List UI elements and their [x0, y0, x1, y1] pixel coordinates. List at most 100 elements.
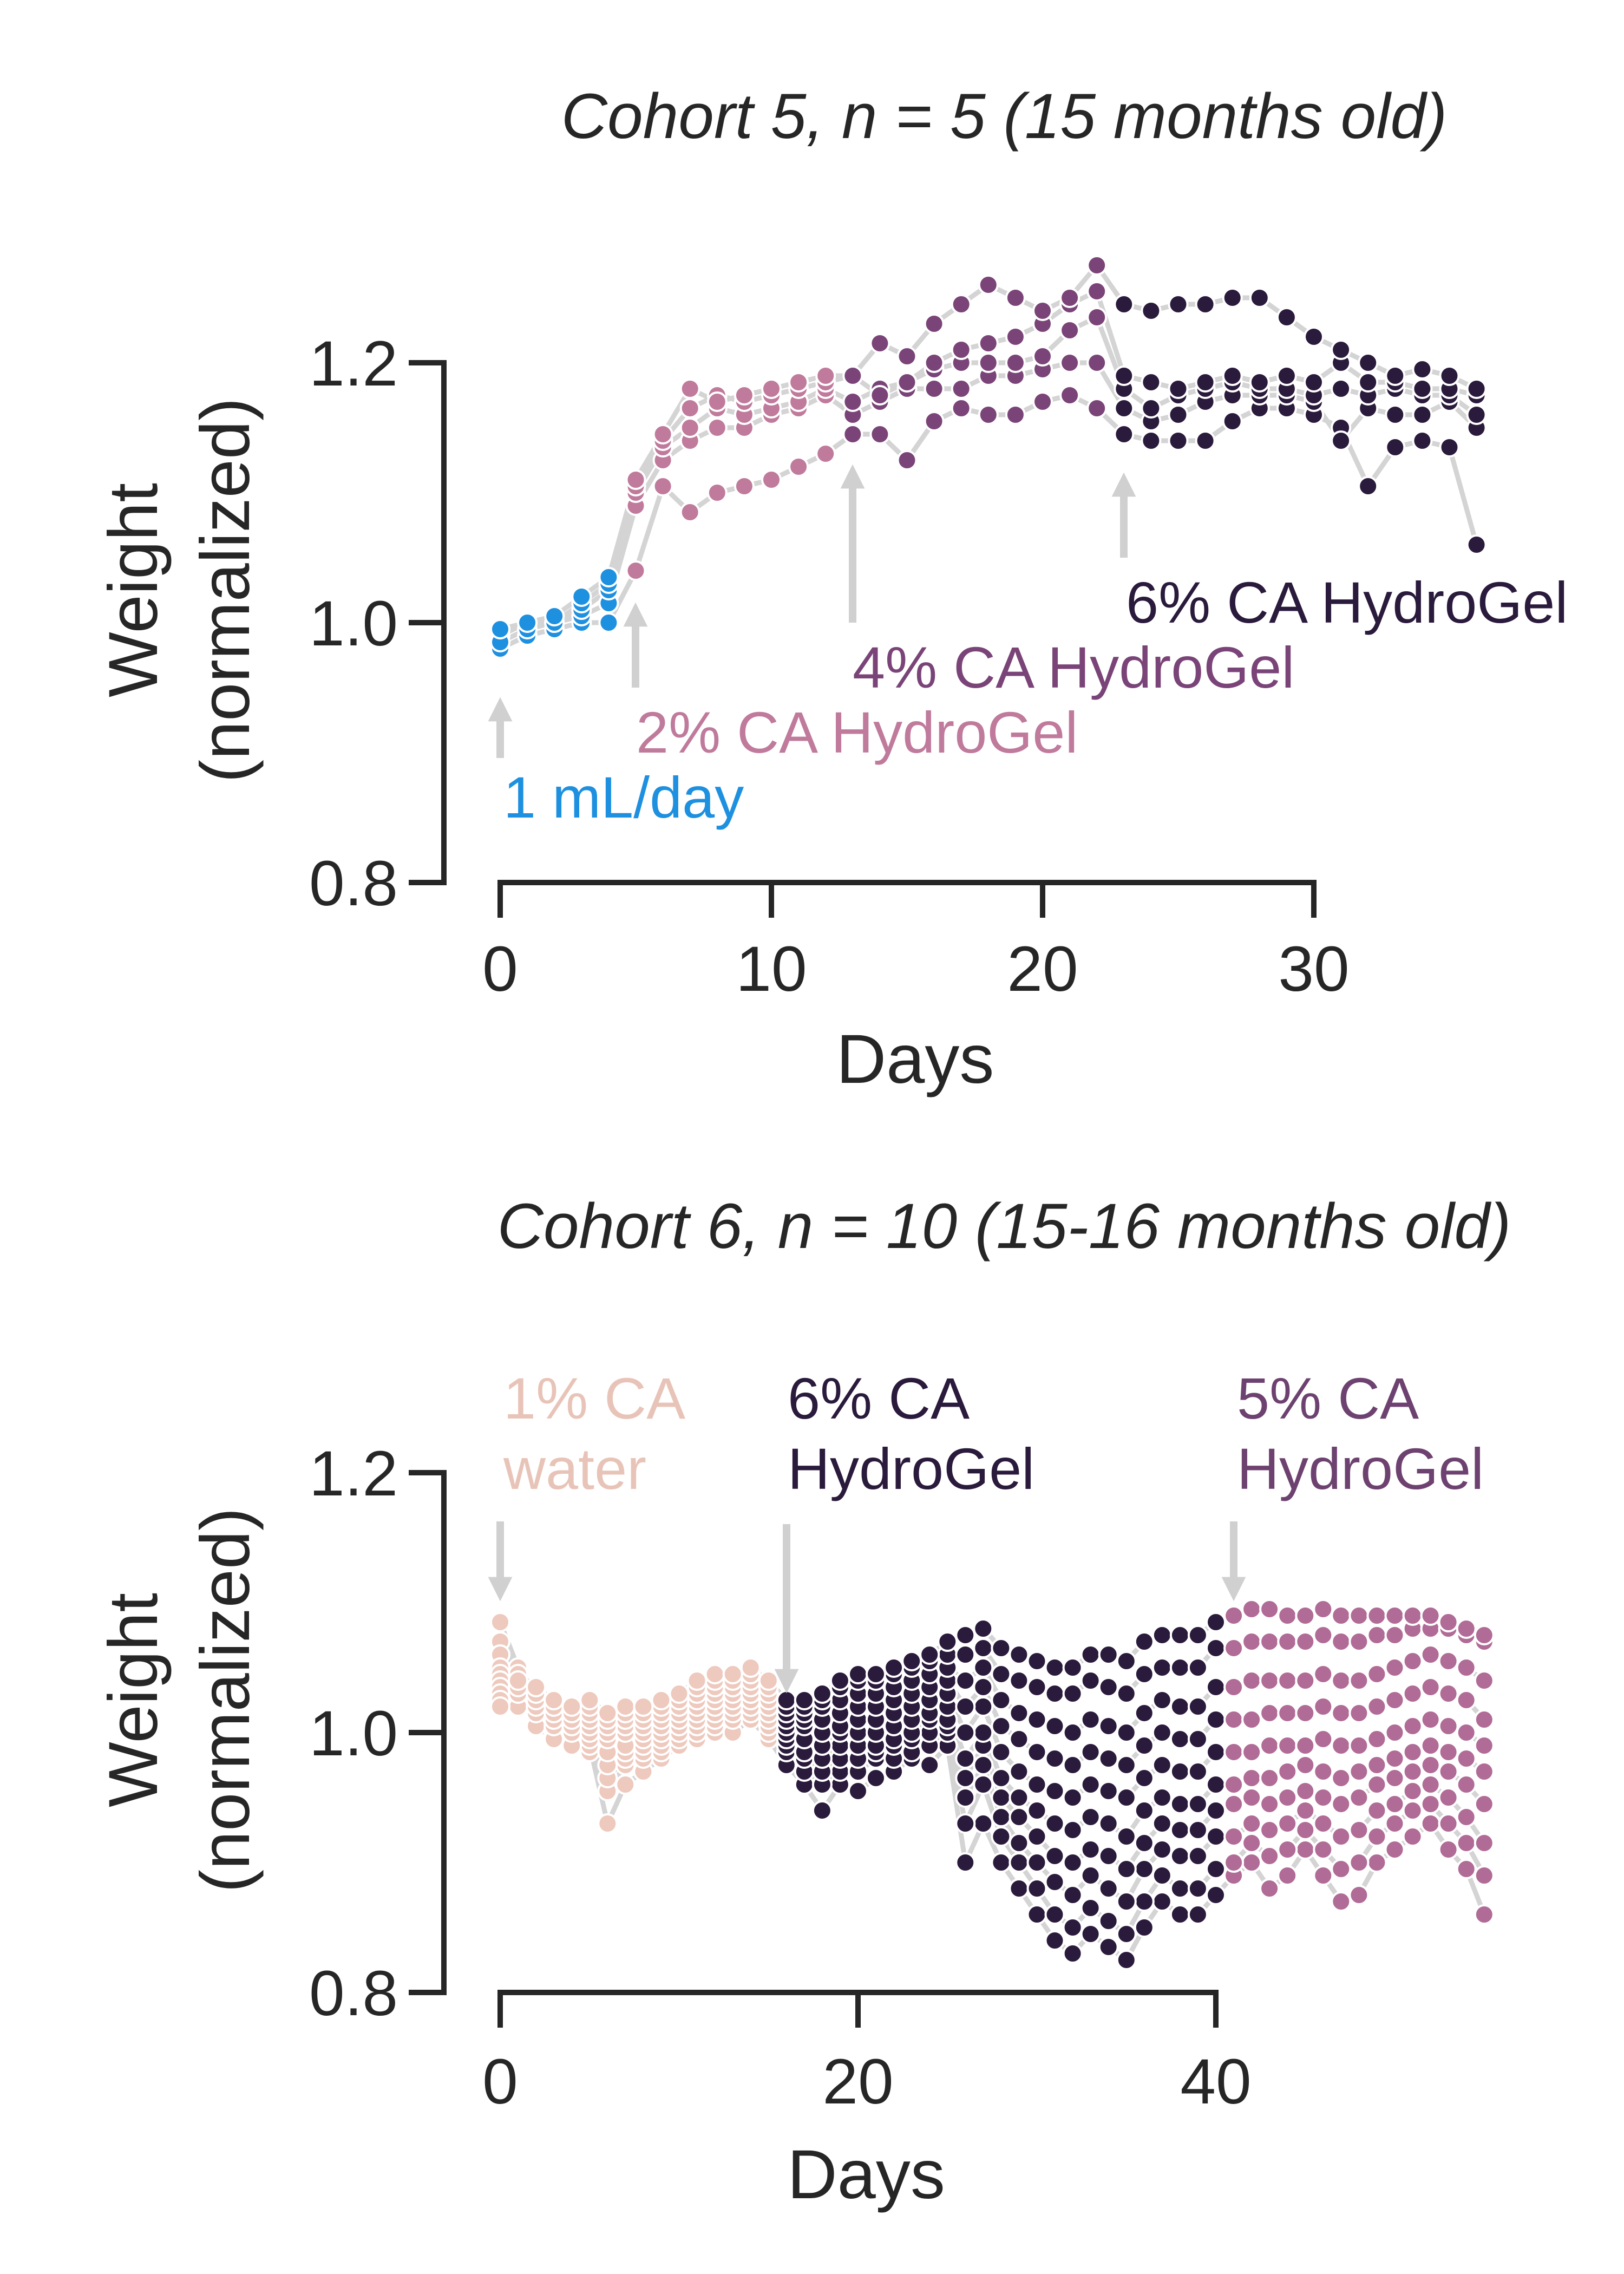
data-point	[1259, 1599, 1280, 1619]
data-point	[978, 333, 999, 354]
data-point	[973, 1638, 994, 1658]
data-point	[1206, 1638, 1226, 1658]
data-point	[1277, 1787, 1298, 1808]
data-point	[1223, 1605, 1245, 1626]
data-point	[1195, 294, 1216, 315]
data-point	[1277, 1605, 1298, 1626]
data-point	[1295, 1703, 1316, 1723]
data-point	[1474, 1833, 1495, 1853]
data-point	[1187, 1729, 1208, 1749]
data-point	[955, 1670, 976, 1691]
data-point	[1151, 1625, 1173, 1645]
data-point	[1402, 1781, 1423, 1801]
data-point	[1384, 1690, 1405, 1710]
y-tick-label: 0.8	[309, 1958, 398, 2029]
data-point	[973, 1696, 994, 1717]
data-point	[1277, 1813, 1298, 1834]
data-point	[991, 1768, 1012, 1788]
data-point	[1206, 1826, 1226, 1847]
data-point	[1098, 1813, 1119, 1834]
data-point	[1295, 1605, 1316, 1626]
data-point	[866, 1664, 886, 1684]
data-point	[1151, 1813, 1173, 1834]
data-point	[1385, 365, 1406, 386]
data-point	[1169, 1820, 1190, 1840]
data-point	[1241, 1768, 1262, 1788]
data-point	[1151, 1755, 1173, 1775]
data-point	[1412, 430, 1433, 451]
data-point	[1402, 1716, 1423, 1736]
data-point	[991, 1787, 1012, 1808]
data-point	[1044, 1846, 1065, 1866]
data-point	[1313, 1696, 1334, 1717]
data-point	[1134, 1891, 1155, 1912]
data-point	[978, 275, 999, 295]
y-tick-label: 1.0	[309, 588, 398, 659]
data-point	[1241, 1709, 1262, 1730]
data-point	[571, 586, 592, 607]
data-point	[652, 476, 673, 496]
data-point	[1080, 1924, 1101, 1944]
data-point	[973, 1677, 994, 1697]
data-point	[1366, 1605, 1387, 1626]
data-point	[1420, 1794, 1441, 1814]
data-point	[1295, 1800, 1316, 1821]
data-point	[1402, 1651, 1423, 1671]
data-point	[1412, 404, 1433, 425]
data-point	[1313, 1729, 1334, 1749]
data-point	[1466, 404, 1487, 425]
data-point	[955, 1748, 976, 1769]
data-point	[1223, 1794, 1245, 1814]
data-point	[686, 1670, 708, 1691]
data-point	[1026, 1800, 1047, 1821]
data-point	[842, 391, 863, 412]
data-point	[1151, 1690, 1173, 1710]
data-point	[1313, 1813, 1334, 1834]
data-point	[1134, 1703, 1155, 1723]
data-point	[815, 365, 836, 386]
data-point	[1295, 1735, 1316, 1756]
data-point	[978, 404, 999, 425]
data-point	[1009, 1703, 1030, 1723]
data-point	[1348, 1735, 1370, 1756]
data-point	[1206, 1885, 1226, 1905]
data-point	[1187, 1761, 1208, 1782]
data-point	[1384, 1657, 1405, 1678]
data-point	[1366, 1664, 1387, 1684]
x-tick-label: 40	[1180, 2046, 1251, 2118]
data-point	[1385, 437, 1406, 458]
data-point	[919, 1644, 940, 1665]
data-point	[1044, 1813, 1065, 1834]
data-point	[866, 1768, 886, 1788]
data-point	[1402, 1742, 1423, 1762]
data-point	[1456, 1807, 1477, 1827]
data-point	[1474, 1709, 1495, 1730]
data-point	[1206, 1859, 1226, 1879]
data-point	[1456, 1859, 1477, 1879]
data-point	[1116, 1787, 1137, 1808]
data-point	[1348, 1631, 1370, 1652]
y-tick-label: 1.0	[309, 1698, 398, 1769]
data-point	[1304, 326, 1324, 347]
data-point	[1474, 1865, 1495, 1886]
data-point	[1116, 1683, 1137, 1704]
data-point	[1080, 1742, 1101, 1762]
data-point	[1206, 1774, 1226, 1795]
data-point	[1116, 1826, 1137, 1847]
data-point	[1026, 1904, 1047, 1925]
data-point	[1187, 1878, 1208, 1899]
data-point	[1187, 1625, 1208, 1645]
data-point	[1313, 1761, 1334, 1782]
data-point	[1134, 1735, 1155, 1756]
data-point	[1366, 1696, 1387, 1717]
data-point	[598, 612, 619, 633]
data-point	[1366, 1852, 1387, 1873]
data-point	[1420, 1755, 1441, 1775]
data-point	[1098, 1878, 1119, 1899]
data-point	[1313, 1787, 1334, 1808]
data-point	[1168, 404, 1189, 425]
data-point	[1098, 1846, 1119, 1866]
data-point	[1295, 1755, 1316, 1775]
data-point	[526, 1677, 547, 1697]
data-point	[615, 1696, 636, 1717]
